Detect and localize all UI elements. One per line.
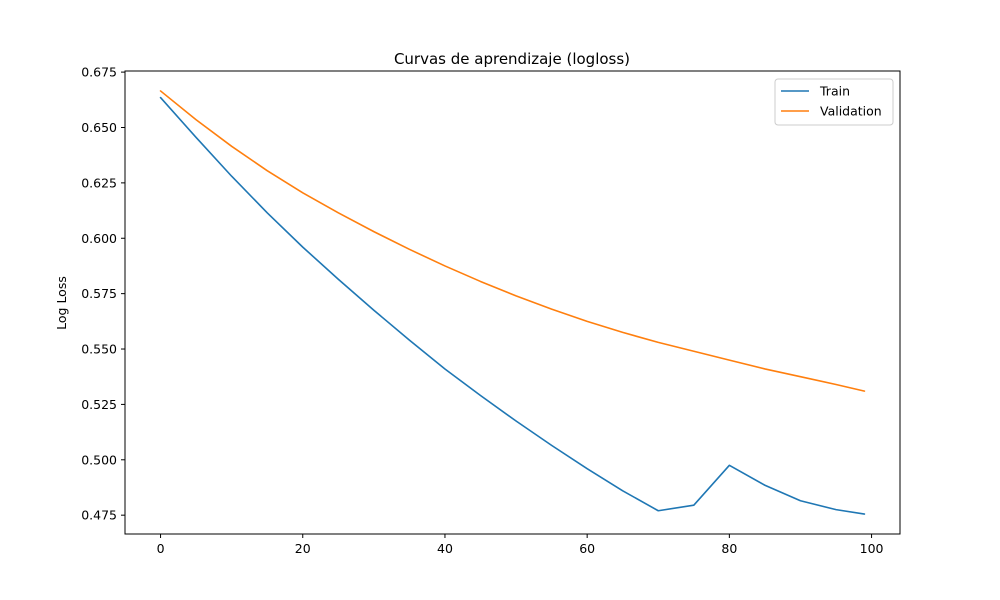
y-tick-label: 0.625 [81,175,117,190]
legend-label: Train [819,84,850,99]
axes-frame [124,70,901,535]
legend-label: Validation [820,104,882,119]
x-tick-label: 60 [579,541,595,556]
y-tick-label: 0.550 [81,342,117,357]
y-tick-label: 0.600 [81,231,117,246]
chart-title: Curvas de aprendizaje (logloss) [394,50,630,68]
x-tick-label: 20 [295,541,311,556]
y-tick-label: 0.650 [81,120,117,135]
y-tick-label: 0.475 [81,508,117,523]
x-tick-label: 40 [437,541,453,556]
x-tick-label: 0 [157,541,165,556]
x-tick-label: 80 [721,541,737,556]
y-tick-label: 0.575 [81,286,117,301]
series-line-train [159,96,866,515]
legend: Train Validation [774,78,894,126]
x-tick-label: 100 [860,541,884,556]
y-tick-label: 0.500 [81,452,117,467]
series-line-validation [159,90,866,392]
plot-area: 0 20 40 60 80 100 0.475 0.500 0.525 0.550 0.575 0.6… [81,65,883,556]
y-axis-label: Log Loss [54,276,69,330]
y-tick-label: 0.675 [81,65,117,80]
y-tick-label: 0.525 [81,397,117,412]
